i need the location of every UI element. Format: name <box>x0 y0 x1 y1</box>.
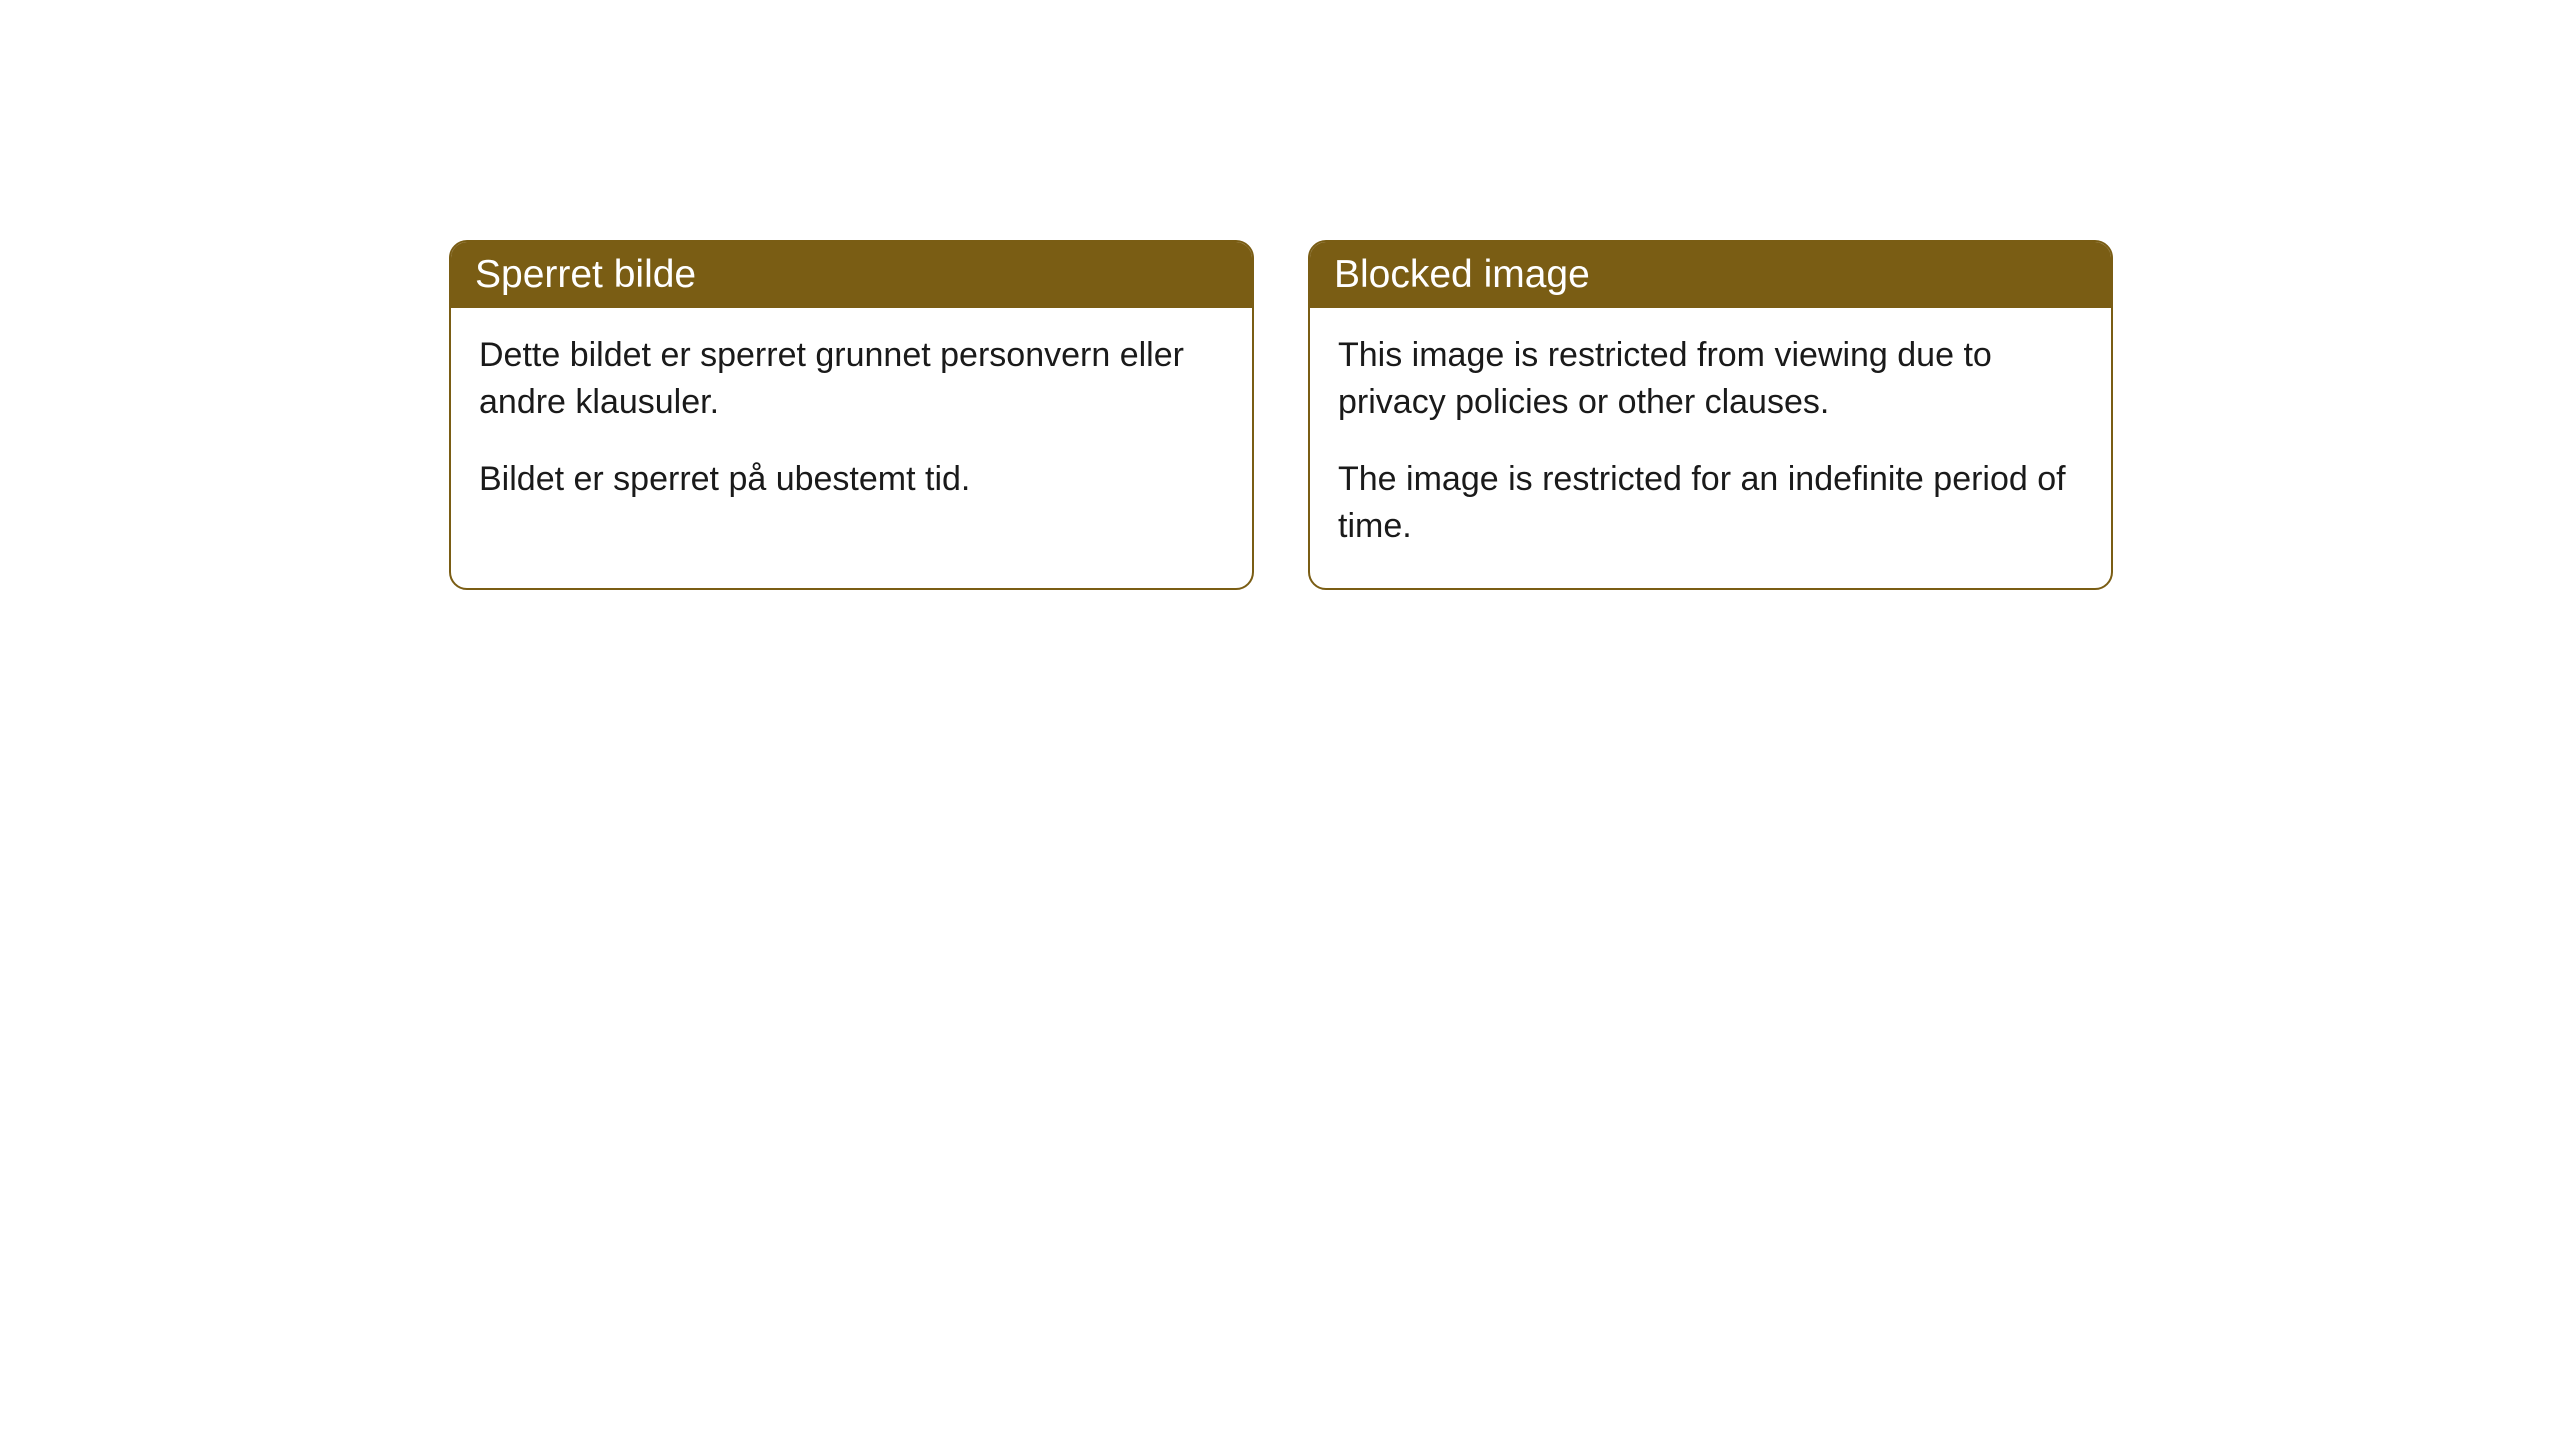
card-body-norwegian: Dette bildet er sperret grunnet personve… <box>451 308 1252 541</box>
card-body-english: This image is restricted from viewing du… <box>1310 308 2111 588</box>
card-paragraph-1-norwegian: Dette bildet er sperret grunnet personve… <box>479 332 1224 426</box>
card-paragraph-2-norwegian: Bildet er sperret på ubestemt tid. <box>479 456 1224 503</box>
card-header-norwegian: Sperret bilde <box>451 242 1252 308</box>
card-title-english: Blocked image <box>1334 253 1590 296</box>
card-title-norwegian: Sperret bilde <box>475 253 696 296</box>
card-norwegian: Sperret bilde Dette bildet er sperret gr… <box>449 240 1254 590</box>
card-paragraph-1-english: This image is restricted from viewing du… <box>1338 332 2083 426</box>
cards-container: Sperret bilde Dette bildet er sperret gr… <box>0 0 2560 590</box>
card-header-english: Blocked image <box>1310 242 2111 308</box>
card-english: Blocked image This image is restricted f… <box>1308 240 2113 590</box>
card-paragraph-2-english: The image is restricted for an indefinit… <box>1338 456 2083 550</box>
